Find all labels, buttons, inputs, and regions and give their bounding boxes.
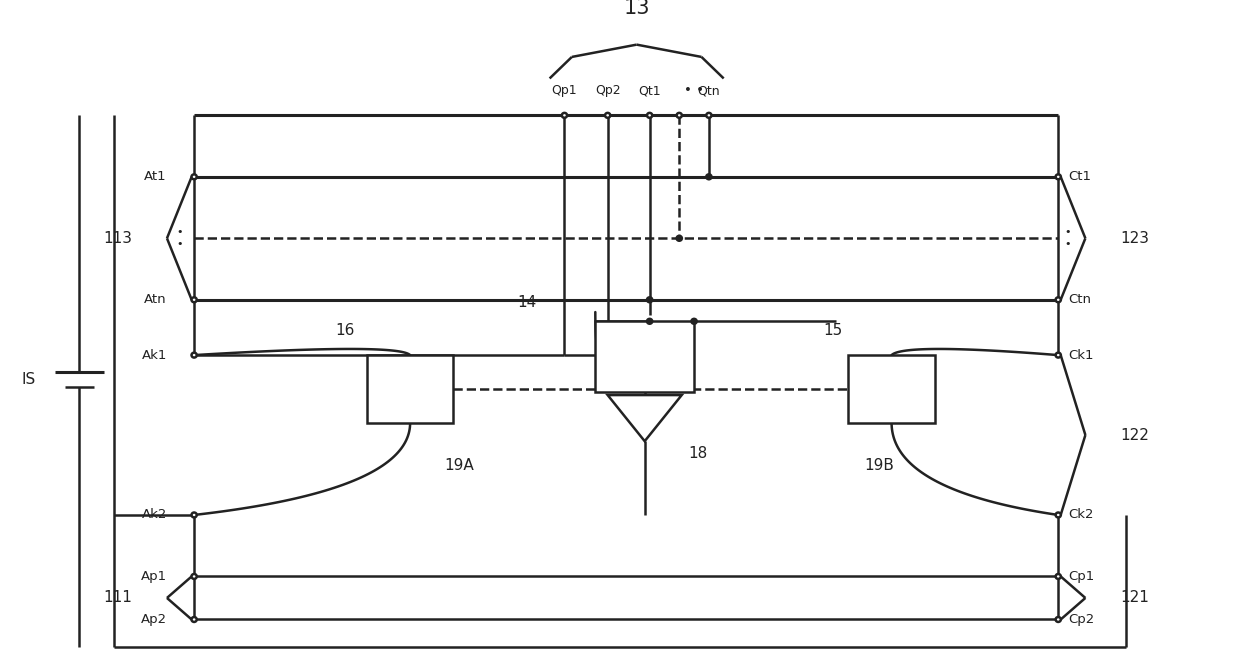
Text: Qp2: Qp2: [595, 84, 620, 97]
Text: 122: 122: [1120, 428, 1148, 443]
Circle shape: [191, 513, 197, 517]
Circle shape: [191, 174, 197, 180]
Text: Ck2: Ck2: [1068, 509, 1094, 522]
Text: •
•: • •: [176, 227, 182, 249]
Circle shape: [1055, 513, 1061, 517]
Text: Qp1: Qp1: [552, 84, 578, 97]
Text: 14: 14: [518, 295, 537, 310]
Text: Qt1: Qt1: [639, 84, 661, 97]
Circle shape: [677, 236, 682, 241]
Text: 19B: 19B: [864, 458, 894, 473]
Text: Ck1: Ck1: [1068, 349, 1094, 362]
Text: IS: IS: [22, 372, 36, 387]
Circle shape: [692, 319, 697, 324]
Text: 113: 113: [103, 231, 133, 246]
Circle shape: [1055, 174, 1061, 180]
Text: Ap2: Ap2: [141, 613, 167, 626]
Text: Atn: Atn: [144, 293, 167, 306]
Circle shape: [647, 297, 652, 302]
Text: At1: At1: [144, 170, 167, 183]
Circle shape: [1055, 297, 1061, 302]
Circle shape: [647, 319, 652, 324]
Text: Cp2: Cp2: [1068, 613, 1095, 626]
Circle shape: [562, 113, 567, 118]
Text: 111: 111: [103, 590, 133, 605]
Circle shape: [677, 113, 682, 118]
Text: 123: 123: [1120, 231, 1149, 246]
Text: 19A: 19A: [445, 458, 475, 473]
Text: Qtn: Qtn: [698, 84, 720, 97]
Circle shape: [605, 113, 610, 118]
Circle shape: [191, 297, 197, 302]
Circle shape: [1055, 353, 1061, 358]
Text: 121: 121: [1120, 590, 1148, 605]
Text: Ap1: Ap1: [141, 570, 167, 583]
Bar: [848, 355, 935, 422]
Text: 13: 13: [624, 0, 650, 18]
Text: Ak2: Ak2: [141, 509, 167, 522]
Text: 18: 18: [688, 446, 707, 461]
Text: Ctn: Ctn: [1068, 293, 1091, 306]
Text: 15: 15: [823, 323, 842, 338]
Circle shape: [191, 617, 197, 622]
Circle shape: [191, 574, 197, 579]
Bar: [367, 355, 454, 422]
Circle shape: [191, 353, 197, 358]
Text: Cp1: Cp1: [1068, 570, 1095, 583]
Text: Ct1: Ct1: [1068, 170, 1091, 183]
Circle shape: [707, 113, 712, 118]
Circle shape: [1055, 617, 1061, 622]
Text: •
•: • •: [1065, 227, 1071, 249]
Circle shape: [647, 113, 652, 118]
Text: Ak1: Ak1: [141, 349, 167, 362]
Circle shape: [1055, 574, 1061, 579]
Circle shape: [707, 174, 712, 180]
Text: 16: 16: [335, 323, 355, 338]
Bar: [595, 321, 694, 392]
Text: • •: • •: [684, 84, 704, 97]
